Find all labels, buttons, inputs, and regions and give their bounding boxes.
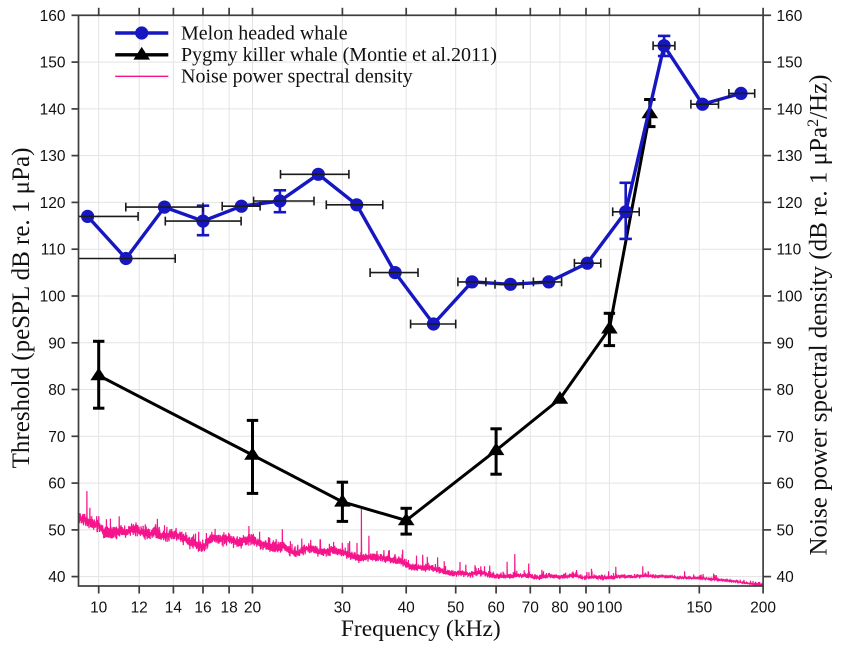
svg-text:40: 40 <box>48 569 66 586</box>
svg-text:200: 200 <box>750 600 776 617</box>
svg-text:120: 120 <box>40 195 66 212</box>
svg-text:100: 100 <box>596 600 622 617</box>
svg-text:90: 90 <box>48 335 66 352</box>
svg-text:150: 150 <box>777 55 803 72</box>
svg-text:140: 140 <box>777 101 803 118</box>
svg-text:30: 30 <box>334 600 352 617</box>
svg-text:10: 10 <box>90 600 108 617</box>
svg-text:50: 50 <box>447 600 465 617</box>
svg-text:60: 60 <box>48 476 66 493</box>
svg-text:60: 60 <box>777 476 795 493</box>
svg-text:160: 160 <box>777 8 803 25</box>
svg-text:80: 80 <box>551 600 569 617</box>
svg-text:80: 80 <box>777 382 795 399</box>
svg-text:120: 120 <box>777 195 803 212</box>
svg-text:100: 100 <box>777 289 803 306</box>
svg-text:150: 150 <box>40 55 66 72</box>
svg-text:140: 140 <box>40 101 66 118</box>
svg-text:Pygmy killer whale (Montie et: Pygmy killer whale (Montie et al.2011) <box>181 44 497 66</box>
svg-text:Frequency (kHz): Frequency (kHz) <box>341 616 501 642</box>
svg-text:110: 110 <box>777 242 802 259</box>
svg-text:16: 16 <box>194 600 211 617</box>
svg-text:20: 20 <box>244 600 262 617</box>
svg-text:100: 100 <box>40 289 66 306</box>
svg-text:40: 40 <box>398 600 416 617</box>
svg-text:70: 70 <box>48 429 66 446</box>
svg-text:Melon headed whale: Melon headed whale <box>181 22 348 44</box>
svg-text:40: 40 <box>777 569 795 586</box>
svg-text:70: 70 <box>777 429 795 446</box>
svg-text:110: 110 <box>41 242 66 259</box>
svg-text:Noise power spectral density: Noise power spectral density <box>181 66 413 88</box>
svg-text:90: 90 <box>777 335 795 352</box>
svg-text:70: 70 <box>522 600 540 617</box>
svg-text:50: 50 <box>777 522 795 539</box>
svg-text:160: 160 <box>40 8 66 25</box>
svg-text:50: 50 <box>48 522 66 539</box>
svg-text:90: 90 <box>577 600 595 617</box>
svg-text:130: 130 <box>777 148 803 165</box>
svg-text:14: 14 <box>165 600 183 617</box>
svg-text:Noise power spectral density (: Noise power spectral density (dB re. 1 μ… <box>805 75 833 556</box>
svg-text:Threshold (peSPL dB re. 1 μPa): Threshold (peSPL dB re. 1 μPa) <box>8 148 35 469</box>
svg-text:150: 150 <box>686 600 712 617</box>
svg-text:130: 130 <box>40 148 66 165</box>
svg-text:80: 80 <box>48 382 66 399</box>
svg-text:60: 60 <box>487 600 505 617</box>
svg-text:12: 12 <box>131 600 148 617</box>
svg-text:18: 18 <box>220 600 237 617</box>
